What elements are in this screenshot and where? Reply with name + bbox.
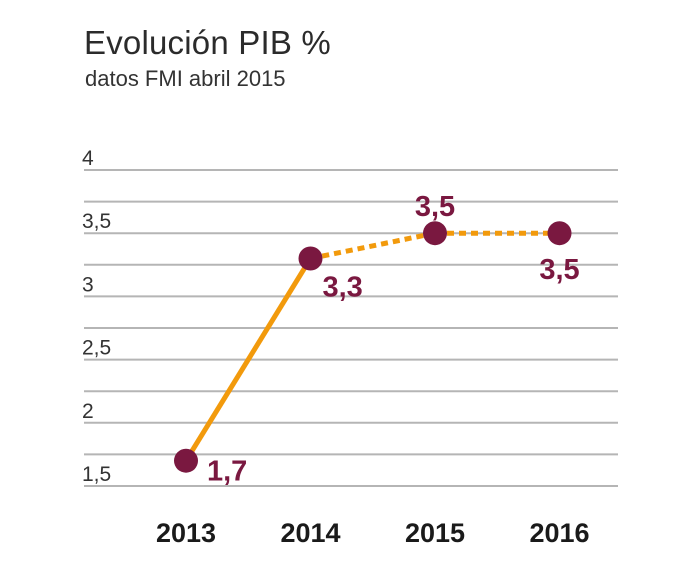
series-segment-dashed	[310, 230, 436, 261]
y-tick-label: 1,5	[82, 463, 111, 486]
data-point	[174, 448, 198, 473]
x-tick-labels: 2013 2014 2015 2016	[156, 518, 590, 548]
data-point	[423, 221, 447, 246]
data-label: 1,7	[207, 456, 247, 488]
y-tick-label: 2,5	[82, 337, 111, 360]
y-tick-label: 3,5	[82, 210, 111, 233]
series-line	[183, 230, 560, 463]
chart-subtitle: datos FMI abril 2015	[85, 66, 286, 91]
y-tick-label: 4	[82, 147, 94, 170]
data-markers	[174, 221, 572, 473]
y-tick-label: 3	[82, 273, 94, 296]
y-tick-label: 2	[82, 400, 94, 423]
data-label: 3,5	[539, 254, 579, 286]
x-tick-label: 2014	[280, 518, 340, 548]
data-label: 3,3	[323, 271, 363, 303]
x-tick-label: 2016	[529, 518, 589, 548]
y-tick-labels: 1,5 2 2,5 3 3,5 4	[82, 147, 111, 486]
data-point	[298, 246, 323, 271]
data-label: 3,5	[415, 191, 455, 223]
data-point	[547, 221, 572, 246]
grid-layer	[84, 169, 618, 487]
data-labels: 1,7 3,3 3,5 3,5	[207, 191, 580, 488]
series-segment-solid	[183, 257, 313, 463]
x-tick-label: 2015	[405, 518, 465, 548]
x-tick-label: 2013	[156, 518, 216, 548]
chart-title: Evolución PIB %	[84, 24, 331, 61]
